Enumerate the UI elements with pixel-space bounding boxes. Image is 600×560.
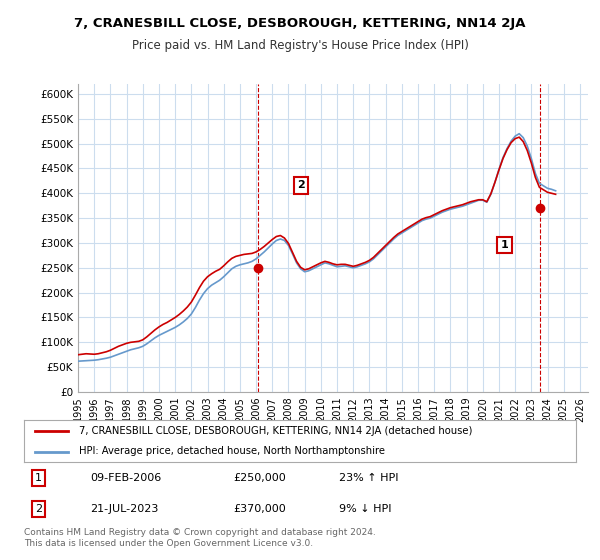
Text: 7, CRANESBILL CLOSE, DESBOROUGH, KETTERING, NN14 2JA: 7, CRANESBILL CLOSE, DESBOROUGH, KETTERI… (74, 17, 526, 30)
Text: 09-FEB-2006: 09-FEB-2006 (90, 473, 161, 483)
Text: Contains HM Land Registry data © Crown copyright and database right 2024.: Contains HM Land Registry data © Crown c… (24, 528, 376, 536)
Text: 2: 2 (35, 504, 42, 514)
Text: 9% ↓ HPI: 9% ↓ HPI (338, 504, 391, 514)
Text: 2: 2 (298, 180, 305, 190)
Text: £250,000: £250,000 (234, 473, 287, 483)
Text: 1: 1 (35, 473, 42, 483)
Text: 21-JUL-2023: 21-JUL-2023 (90, 504, 158, 514)
Text: 23% ↑ HPI: 23% ↑ HPI (338, 473, 398, 483)
Text: HPI: Average price, detached house, North Northamptonshire: HPI: Average price, detached house, Nort… (79, 446, 385, 456)
Text: 1: 1 (500, 240, 508, 250)
Text: 7, CRANESBILL CLOSE, DESBOROUGH, KETTERING, NN14 2JA (detached house): 7, CRANESBILL CLOSE, DESBOROUGH, KETTERI… (79, 426, 473, 436)
Text: This data is licensed under the Open Government Licence v3.0.: This data is licensed under the Open Gov… (24, 539, 313, 548)
Text: £370,000: £370,000 (234, 504, 287, 514)
Text: Price paid vs. HM Land Registry's House Price Index (HPI): Price paid vs. HM Land Registry's House … (131, 39, 469, 52)
